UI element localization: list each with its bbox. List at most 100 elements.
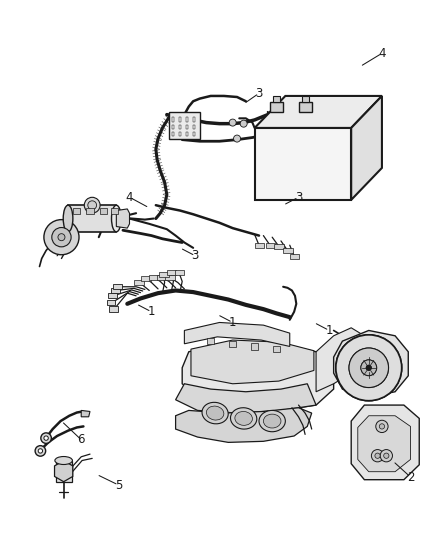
Bar [193,125,195,129]
Circle shape [365,365,371,370]
Circle shape [348,348,388,387]
Bar [179,132,181,136]
Circle shape [38,449,42,453]
Polygon shape [175,408,311,442]
Circle shape [44,220,79,255]
Text: 3: 3 [294,191,301,204]
Bar [274,244,283,249]
Polygon shape [81,410,90,417]
Bar [254,243,264,248]
Circle shape [379,449,392,462]
Bar [86,208,93,214]
Polygon shape [315,328,364,392]
Bar [141,276,151,280]
Circle shape [365,365,371,370]
Polygon shape [56,461,71,482]
Circle shape [335,335,401,401]
Ellipse shape [263,414,280,428]
Circle shape [233,135,240,142]
Ellipse shape [206,406,223,420]
Circle shape [88,201,96,209]
Circle shape [335,335,401,401]
Ellipse shape [230,408,256,429]
Bar [265,243,275,248]
Bar [272,96,279,102]
Bar [207,338,214,344]
Bar [272,346,279,352]
Polygon shape [54,461,73,482]
Circle shape [41,433,51,443]
Bar [134,280,143,285]
Text: 1: 1 [325,324,332,337]
Ellipse shape [258,410,285,432]
Circle shape [360,360,376,376]
Circle shape [375,420,387,433]
Polygon shape [254,128,350,200]
Polygon shape [116,209,129,228]
Text: 1: 1 [147,305,155,318]
Circle shape [229,119,236,126]
Polygon shape [350,96,381,200]
Polygon shape [191,340,313,384]
Text: 4: 4 [125,191,133,204]
Bar [73,208,80,214]
Text: 3: 3 [191,249,198,262]
Ellipse shape [63,205,73,232]
Bar [113,284,122,289]
Bar [289,254,299,259]
Bar [179,125,181,129]
Circle shape [44,436,48,440]
Bar [229,341,236,347]
Bar [251,343,258,350]
Circle shape [348,348,388,387]
Bar [269,102,283,112]
Bar [157,275,166,280]
Bar [111,288,120,293]
Polygon shape [333,330,407,397]
Circle shape [35,446,46,456]
Text: 5: 5 [115,479,122,491]
Text: 4: 4 [377,47,385,60]
Bar [186,117,188,122]
Bar [172,125,174,129]
Bar [149,275,159,280]
Text: 6: 6 [77,433,85,446]
Circle shape [378,424,384,429]
Bar [108,293,117,298]
Bar [172,132,174,136]
Circle shape [84,197,100,213]
Bar [283,248,292,253]
Polygon shape [175,384,315,413]
Polygon shape [357,416,410,472]
Bar [193,132,195,136]
Circle shape [240,120,247,127]
Bar [174,271,184,276]
Polygon shape [254,96,381,128]
Polygon shape [182,341,333,410]
Ellipse shape [234,411,252,425]
Circle shape [58,233,65,241]
Polygon shape [68,205,116,232]
Polygon shape [184,322,289,346]
Circle shape [374,453,379,458]
Circle shape [371,449,383,462]
Bar [186,132,188,136]
Bar [186,125,188,129]
Ellipse shape [201,402,228,424]
Bar [298,102,311,112]
Bar [99,208,106,214]
Polygon shape [350,405,418,480]
Text: 1: 1 [228,316,236,329]
Ellipse shape [111,205,121,232]
Bar [159,272,168,277]
Bar [106,300,115,305]
Polygon shape [169,112,199,139]
Bar [110,208,117,214]
Bar [179,117,181,122]
Circle shape [52,228,71,247]
Bar [301,96,308,102]
Bar [193,117,195,122]
Bar [109,306,117,312]
Circle shape [360,360,376,376]
Circle shape [383,453,388,458]
